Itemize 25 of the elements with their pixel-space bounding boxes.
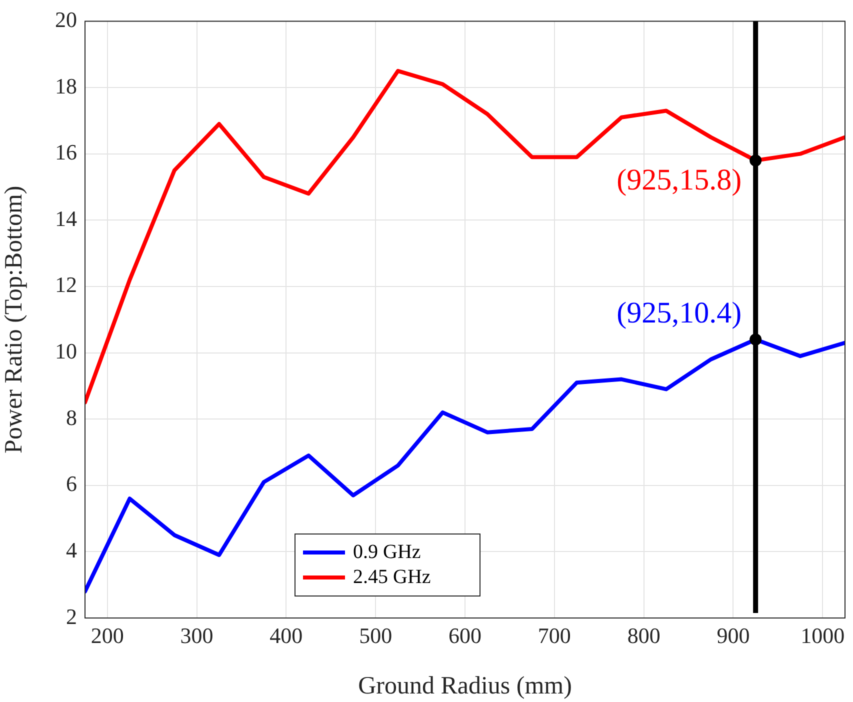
x-tick-label: 200 bbox=[90, 622, 124, 648]
x-tick-label: 600 bbox=[448, 622, 482, 648]
y-tick-label: 8 bbox=[66, 404, 77, 430]
x-tick-label: 300 bbox=[180, 622, 214, 648]
x-tick-label: 1000 bbox=[800, 622, 845, 648]
x-tick-label: 700 bbox=[538, 622, 571, 648]
y-tick-label: 6 bbox=[66, 471, 77, 496]
y-tick-label: 12 bbox=[55, 272, 77, 298]
y-tick-label: 20 bbox=[55, 6, 77, 32]
annotation: (925,15.8) bbox=[616, 163, 742, 196]
x-tick-label: 800 bbox=[627, 622, 660, 648]
x-tick-label: 900 bbox=[716, 622, 750, 648]
y-tick-label: 18 bbox=[55, 73, 77, 98]
y-tick-label: 10 bbox=[55, 338, 77, 364]
y-tick-label: 4 bbox=[66, 537, 77, 562]
x-axis-title: Ground Radius (mm) bbox=[358, 672, 572, 700]
legend-label: 0.9 GHz bbox=[353, 540, 421, 563]
x-tick-label: 400 bbox=[270, 622, 303, 648]
y-tick-label: 14 bbox=[55, 206, 77, 231]
y-tick-label: 2 bbox=[66, 604, 77, 629]
x-tick-label: 500 bbox=[359, 622, 392, 648]
legend-label: 2.45 GHz bbox=[353, 566, 431, 588]
annotation: (925,10.4) bbox=[616, 296, 742, 330]
y-tick-label: 16 bbox=[55, 140, 77, 165]
y-axis-title: Power Ratio (Top:Bottom) bbox=[0, 186, 28, 454]
